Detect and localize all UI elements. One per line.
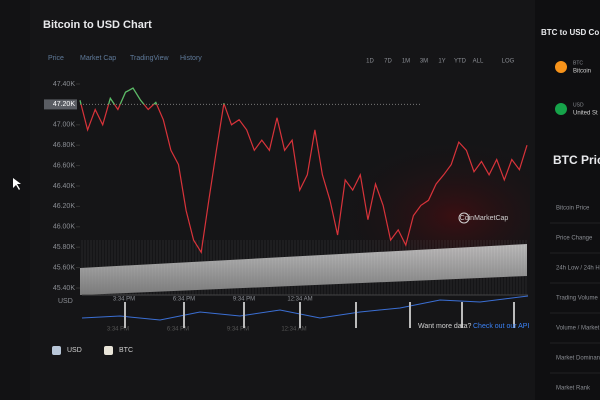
y-tick-label: 46.00K	[53, 224, 76, 231]
time-label: 9:34 PM	[233, 297, 255, 303]
range-button[interactable]: ALL	[473, 59, 484, 65]
range-button[interactable]: 7D	[384, 59, 392, 65]
watermark-logo	[458, 212, 470, 224]
watermark: CoinMarketCap	[460, 215, 509, 222]
page-title: Bitcoin to USD Chart	[43, 19, 152, 31]
price-tag	[44, 99, 77, 110]
tab[interactable]: History	[180, 55, 202, 62]
y-tick-label: 45.60K	[53, 264, 76, 271]
time-label: 12:34 AM	[287, 297, 312, 303]
asset-icon	[555, 103, 567, 115]
legend-swatch	[104, 346, 113, 355]
stat-label: 24h Low / 24h High	[556, 266, 600, 272]
navigator-handle	[299, 302, 301, 328]
stat-label: Bitcoin Price	[556, 206, 590, 212]
time-label-shadow: 12:34 AM	[281, 327, 306, 333]
navigator-handle	[355, 302, 357, 328]
range-bar: 1D 7D 1M 3M 1Y YTD ALL LOG	[366, 59, 515, 65]
navigator-handle	[124, 302, 126, 328]
section-title: BTC Price	[553, 153, 600, 167]
api-link[interactable]: Check out our API	[473, 323, 529, 330]
sidebar-title: BTC to USD Co	[541, 28, 599, 37]
price-tag-label: 47.20K	[53, 101, 76, 108]
asset-name: United St	[573, 111, 598, 117]
range-button[interactable]: YTD	[454, 59, 467, 65]
asset-icon	[555, 61, 567, 73]
legend: USD BTC	[52, 346, 133, 355]
cursor	[13, 178, 21, 190]
navigator-handle	[513, 302, 515, 328]
time-label: 6:34 PM	[173, 297, 195, 303]
y-axis-unit: USD	[58, 298, 73, 305]
volume-stripes	[81, 240, 527, 295]
range-button[interactable]: LOG	[502, 59, 515, 65]
time-label: 3:34 PM	[113, 297, 135, 303]
stat-rows: Bitcoin Price Price Change 24h Low / 24h H…	[550, 206, 600, 392]
time-label-shadow: 6:34 PM	[167, 327, 189, 333]
y-tick-label: 47.00K	[53, 122, 76, 129]
navigator-handle	[183, 302, 185, 328]
legend-label[interactable]: USD	[67, 347, 82, 354]
api-note: Want more data?	[418, 323, 472, 330]
legend-label[interactable]: BTC	[119, 347, 133, 354]
y-tick-label: 46.40K	[53, 183, 76, 190]
asset-list: BTC Bitcoin USD United St	[555, 60, 598, 117]
tab-bar: Price Market Cap TradingView History	[48, 55, 202, 62]
asset-name: Bitcoin	[573, 69, 591, 75]
range-button[interactable]: 1D	[366, 59, 374, 65]
y-tick-label: 46.80K	[53, 142, 76, 149]
stat-label: Trading Volume	[556, 296, 598, 302]
range-button[interactable]: 3M	[420, 59, 428, 65]
stat-label: Price Change	[556, 236, 593, 242]
y-tick-label: 45.80K	[53, 244, 76, 251]
time-label-shadow: 9:34 PM	[227, 327, 249, 333]
volume-bars	[80, 244, 527, 295]
asset-symbol: BTC	[573, 60, 583, 66]
stat-label: Market Rank	[556, 386, 591, 392]
tab[interactable]: TradingView	[130, 55, 169, 62]
navigator-handle	[409, 302, 411, 328]
time-label-shadow: 3:34 PM	[107, 327, 129, 333]
range-button[interactable]: 1M	[402, 59, 410, 65]
navigator-handle	[243, 302, 245, 328]
y-tick-label: 45.40K	[53, 285, 76, 292]
navigator: 3:34 PM 3:34 PM 6:34 PM 6:34 PM 9:34 PM 9:34 …	[82, 294, 528, 333]
stat-label: Volume / Market Cap	[556, 326, 600, 332]
y-tick-label: 46.60K	[53, 162, 76, 169]
price-chart: 47.40K 47.00K 46.80K 46.60K 46.40K 46.20K 46.0…	[44, 81, 528, 292]
y-tick-label: 47.40K	[53, 81, 76, 88]
tab[interactable]: Price	[48, 55, 64, 62]
stat-label: Market Dominance	[556, 356, 600, 362]
range-button[interactable]: 1Y	[438, 59, 445, 65]
sidebar	[535, 0, 600, 400]
legend-swatch	[52, 346, 61, 355]
navigator-handle	[461, 302, 463, 328]
asset-symbol: USD	[573, 102, 584, 108]
price-line-series-up	[79, 87, 225, 105]
tab[interactable]: Market Cap	[80, 55, 116, 62]
y-tick-label: 46.20K	[53, 203, 76, 210]
